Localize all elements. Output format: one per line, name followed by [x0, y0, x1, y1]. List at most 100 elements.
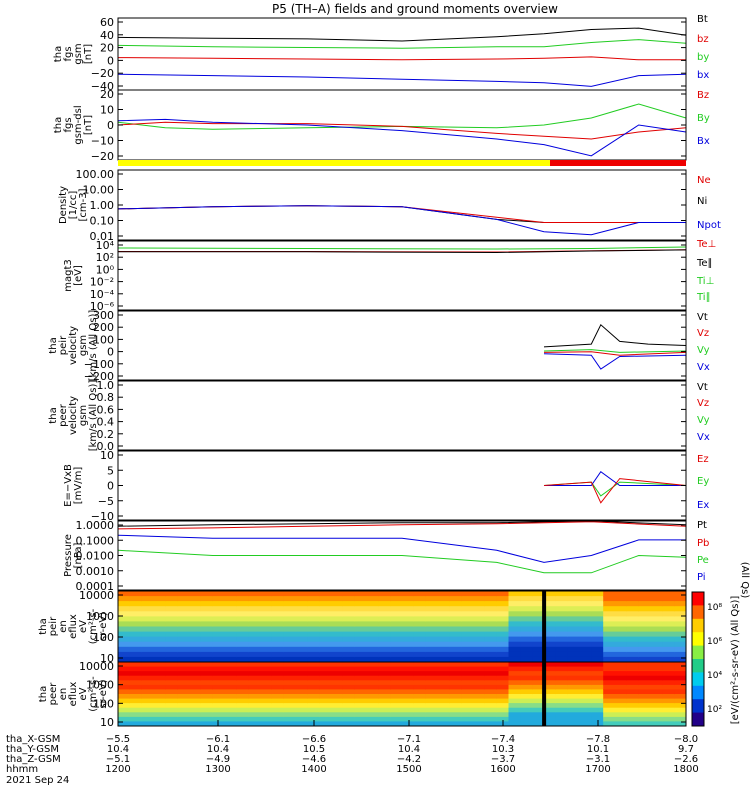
heatmap-cell — [520, 712, 533, 718]
heatmap-cell — [555, 675, 569, 681]
heatmap-cell — [520, 707, 533, 713]
heatmap-cell — [354, 712, 367, 718]
heatmap-cell — [307, 611, 320, 617]
heatmap-cell — [484, 591, 498, 597]
heatmap-cell — [118, 606, 131, 612]
heatmap-cell — [189, 626, 202, 633]
heatmap-cell — [555, 611, 569, 617]
heatmap-cell — [567, 666, 580, 672]
heatmap-cell — [662, 651, 675, 658]
heatmap-cell — [331, 703, 344, 709]
ytick-label: 1.0000 — [76, 519, 115, 532]
heatmap-cell — [212, 591, 225, 597]
heatmap-cell — [437, 721, 450, 727]
heatmap-cell — [141, 707, 154, 713]
heatmap-cell — [425, 680, 438, 686]
heatmap-cell — [141, 666, 154, 672]
heatmap-cell — [118, 616, 131, 622]
heatmap-cell — [189, 703, 202, 709]
heatmap-cell — [378, 641, 391, 648]
heatmap-cell — [591, 721, 604, 727]
heatmap-cell — [544, 601, 557, 607]
heatmap-cell — [342, 596, 356, 602]
heatmap-cell — [473, 591, 486, 597]
heatmap-cell — [248, 666, 261, 672]
heatmap-cell — [283, 721, 296, 727]
heatmap-cell — [591, 694, 604, 700]
heatmap-cell — [402, 656, 415, 663]
heatmap-cell — [129, 641, 143, 648]
heatmap-cell — [378, 611, 391, 617]
heatmap-cell — [366, 591, 379, 597]
heatmap-cell — [555, 707, 569, 713]
heatmap-cell — [129, 721, 143, 727]
heatmap-cell — [449, 611, 462, 617]
heatmap-cell — [248, 684, 261, 690]
heatmap-cell — [615, 591, 628, 597]
heatmap-cell — [496, 662, 509, 668]
panel-ylabel: Pressure[nPa] — [63, 534, 84, 577]
quality-flag-yellow — [118, 160, 550, 166]
heatmap-cell — [496, 611, 509, 617]
heatmap-cell — [118, 646, 131, 653]
heatmap-cell — [674, 662, 687, 668]
heatmap-cell — [579, 671, 592, 677]
heatmap-cell — [544, 611, 557, 617]
heatmap-cell — [496, 621, 509, 627]
heatmap-cell — [638, 601, 651, 607]
ytick-label: 10000 — [79, 660, 114, 673]
heatmap-cell — [236, 636, 249, 643]
heatmap-cell — [425, 626, 438, 633]
heatmap-cell — [402, 684, 415, 690]
heatmap-cell — [650, 626, 663, 633]
heatmap-cell — [579, 712, 592, 718]
ytick-label: 0.10 — [90, 215, 115, 228]
series-line-Bx — [117, 118, 687, 157]
heatmap-cell — [200, 707, 214, 713]
heatmap-cell — [532, 641, 545, 648]
heatmap-cell — [129, 698, 143, 704]
heatmap-cell — [508, 621, 521, 627]
heatmap-cell — [390, 616, 403, 622]
colorbar-tick: 10⁸ — [707, 603, 722, 613]
heatmap-cell — [307, 636, 320, 643]
heatmap-cell — [212, 616, 225, 622]
legend-Ex: Ex — [697, 500, 709, 511]
heatmap-cell — [224, 656, 237, 663]
heatmap-cell — [662, 631, 675, 638]
heatmap-cell — [425, 641, 438, 648]
heatmap-cell — [260, 596, 273, 602]
data-gap-bar — [542, 591, 547, 662]
heatmap-cell — [626, 703, 640, 709]
heatmap-cell — [224, 611, 237, 617]
heatmap-cell — [461, 694, 474, 700]
heatmap-cell — [449, 621, 462, 627]
heatmap-cell — [662, 694, 675, 700]
heatmap-cell — [283, 716, 296, 722]
heatmap-cell — [165, 694, 178, 700]
heatmap-cell — [532, 651, 545, 658]
heatmap-cell — [496, 641, 509, 648]
heatmap-cell — [449, 675, 462, 681]
heatmap-cell — [674, 680, 687, 686]
heatmap-cell — [555, 662, 569, 668]
heatmap-cell — [248, 675, 261, 681]
heatmap-cell — [319, 684, 332, 690]
heatmap-cell — [342, 601, 356, 607]
legend-Pi: Pi — [697, 572, 706, 583]
heatmap-cell — [319, 675, 332, 681]
heatmap-cell — [236, 621, 249, 627]
ytick-label: −10 — [91, 510, 114, 523]
heatmap-cell — [544, 606, 557, 612]
heatmap-cell — [260, 611, 273, 617]
heatmap-cell — [342, 641, 356, 648]
heatmap-cell — [615, 698, 628, 704]
heatmap-cell — [153, 646, 166, 653]
heatmap-cell — [390, 712, 403, 718]
heatmap-cell — [413, 621, 427, 627]
heatmap-cell — [591, 601, 604, 607]
heatmap-cell — [638, 596, 651, 602]
heatmap-cell — [603, 651, 616, 658]
heatmap-cell — [544, 694, 557, 700]
heatmap-cell — [638, 662, 651, 668]
